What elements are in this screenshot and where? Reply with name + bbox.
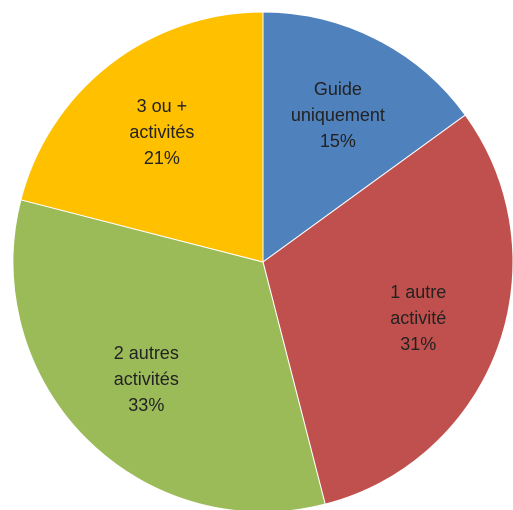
category-label: 1 autre activité	[390, 281, 447, 328]
value-label: 21%	[143, 147, 180, 168]
value-label: 15%	[319, 130, 356, 151]
value-label: 33%	[128, 394, 165, 415]
slice-label: 3 ou + activités 21%	[107, 93, 217, 171]
slice-label: 2 autres activités 33%	[91, 340, 201, 418]
value-label: 31%	[400, 333, 437, 354]
pie-slice	[262, 11, 466, 263]
category-label: 3 ou + activités	[129, 95, 195, 142]
pie-slice	[20, 11, 264, 263]
category-label: 2 autres activités	[113, 342, 179, 389]
pie-slice	[12, 199, 326, 510]
pie-slice	[262, 114, 513, 505]
slice-label: 1 autre activité 31%	[363, 279, 473, 357]
slice-label: Guide uniquement 15%	[283, 76, 393, 154]
category-label: Guide uniquement	[290, 78, 385, 125]
